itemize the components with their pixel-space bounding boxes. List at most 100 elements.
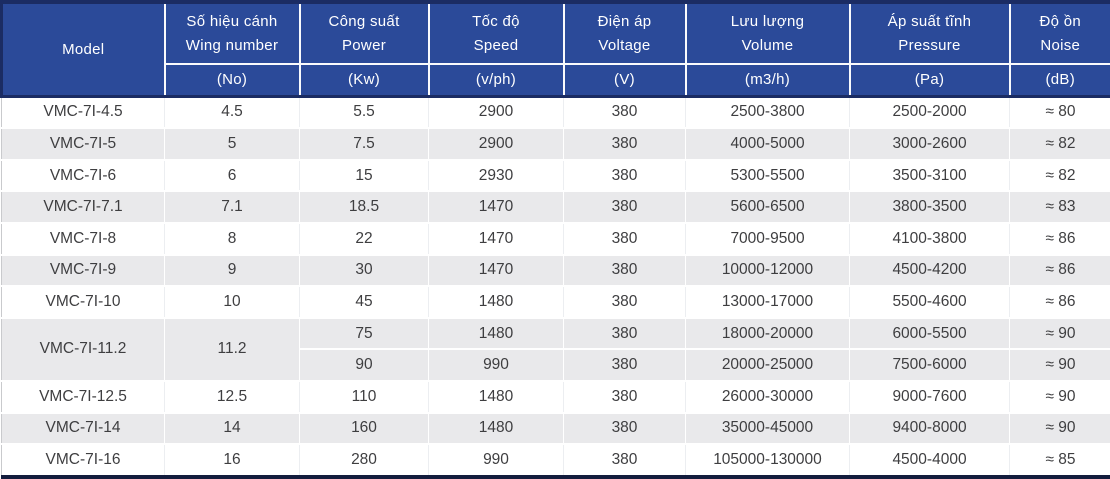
cell-noise: ≈ 90 xyxy=(1009,316,1110,350)
cell-power: 7.5 xyxy=(299,127,429,160)
cell-model: VMC-7I-6 xyxy=(1,158,165,192)
cell-volume: 20000-25000 xyxy=(685,348,850,381)
unit-speed: (v/ph) xyxy=(427,63,565,98)
col-header-volume: Lưu lượng Volume xyxy=(684,1,851,65)
col-header-speed-vi: Tốc độ xyxy=(472,13,520,30)
cell-model: VMC-7I-7.1 xyxy=(1,190,165,223)
header-name-row: Model Số hiệu cánh Wing number Công suất… xyxy=(0,1,1110,98)
cell-noise: ≈ 85 xyxy=(1009,443,1110,477)
cell-power: 18.5 xyxy=(299,190,429,223)
cell-wing-number: 10 xyxy=(164,285,300,318)
col-header-volume-en: Volume xyxy=(741,37,794,54)
cell-speed: 1470 xyxy=(428,190,564,223)
cell-voltage: 380 xyxy=(563,221,686,255)
cell-speed: 1470 xyxy=(428,253,564,287)
cell-voltage: 380 xyxy=(563,94,686,129)
cell-speed: 990 xyxy=(428,443,564,477)
col-header-speed-en: Speed xyxy=(473,37,519,54)
col-header-power: Công suất Power xyxy=(298,1,430,65)
cell-wing-number: 12.5 xyxy=(164,380,300,413)
cell-noise: ≈ 80 xyxy=(1009,94,1110,129)
cell-speed: 2900 xyxy=(428,127,564,160)
cell-model: VMC-7I-16 xyxy=(1,443,165,477)
cell-voltage: 380 xyxy=(563,411,686,445)
cell-wing-number: 4.5 xyxy=(164,94,300,129)
col-header-voltage-en: Voltage xyxy=(598,37,651,54)
cell-power: 160 xyxy=(299,411,429,445)
table-row: 90 990 380 20000-25000 7500-6000 ≈ 90 xyxy=(2,348,1110,381)
table-header: Model Số hiệu cánh Wing number Công suất… xyxy=(0,1,1110,98)
cell-model: VMC-7I-10 xyxy=(1,285,165,318)
cell-noise: ≈ 90 xyxy=(1009,348,1110,381)
cell-power: 90 xyxy=(299,348,429,381)
unit-volume: (m3/h) xyxy=(684,63,851,98)
col-header-speed: Tốc độ Speed xyxy=(427,1,565,65)
unit-power: (Kw) xyxy=(298,63,430,98)
cell-pressure: 5500-4600 xyxy=(849,285,1010,318)
cell-volume: 18000-20000 xyxy=(685,316,850,350)
table-row: VMC-7I-11.2 11.2 75 1480 380 18000-20000… xyxy=(1,316,1110,381)
cell-volume: 13000-17000 xyxy=(685,285,850,318)
cell-pressure: 4500-4200 xyxy=(849,253,1010,287)
cell-wing-number: 6 xyxy=(164,158,300,192)
table-row: VMC-7I-5 5 7.5 2900 380 4000-5000 3000-2… xyxy=(1,127,1110,160)
cell-model: VMC-7I-14 xyxy=(1,411,165,445)
cell-voltage: 380 xyxy=(563,316,686,350)
cell-wing-number: 5 xyxy=(164,127,300,160)
cell-volume: 2500-3800 xyxy=(685,94,850,129)
table-row: VMC-7I-8 8 22 1470 380 7000-9500 4100-38… xyxy=(1,221,1110,255)
cell-volume: 5300-5500 xyxy=(685,158,850,192)
table-row: VMC-7I-16 16 280 990 380 105000-130000 4… xyxy=(1,443,1110,477)
col-header-noise: Độ ồn Noise xyxy=(1008,1,1110,65)
cell-volume: 26000-30000 xyxy=(685,380,850,413)
cell-noise: ≈ 86 xyxy=(1009,253,1110,287)
cell-pressure: 3800-3500 xyxy=(849,190,1010,223)
cell-power: 30 xyxy=(299,253,429,287)
col-header-volume-vi: Lưu lượng xyxy=(730,13,805,30)
cell-wing-number: 11.2 xyxy=(164,316,300,381)
cell-wing-number: 9 xyxy=(164,253,300,287)
cell-speed: 1480 xyxy=(428,316,564,350)
cell-volume: 35000-45000 xyxy=(685,411,850,445)
cell-model: VMC-7I-5 xyxy=(1,127,165,160)
unit-noise: (dB) xyxy=(1008,63,1110,98)
unit-pressure: (Pa) xyxy=(848,63,1011,98)
cell-model: VMC-7I-9 xyxy=(1,253,165,287)
table-row: VMC-7I-14 14 160 1480 380 35000-45000 94… xyxy=(1,411,1110,445)
header-unit-row: (No) (Kw) (v/ph) (V) (m3/h) (Pa) (dB) xyxy=(2,63,1110,98)
cell-wing-number: 7.1 xyxy=(164,190,300,223)
cell-speed: 2900 xyxy=(428,94,564,129)
cell-volume: 4000-5000 xyxy=(685,127,850,160)
col-header-noise-en: Noise xyxy=(1040,37,1081,54)
cell-noise: ≈ 82 xyxy=(1009,158,1110,192)
cell-speed: 2930 xyxy=(428,158,564,192)
col-header-wing-number: Số hiệu cánh Wing number xyxy=(163,1,301,65)
cell-noise: ≈ 90 xyxy=(1009,380,1110,413)
cell-speed: 990 xyxy=(428,348,564,381)
cell-power: 22 xyxy=(299,221,429,255)
cell-speed: 1480 xyxy=(428,380,564,413)
cell-noise: ≈ 86 xyxy=(1009,221,1110,255)
table-row: VMC-7I-10 10 45 1480 380 13000-17000 550… xyxy=(1,285,1110,318)
cell-voltage: 380 xyxy=(563,127,686,160)
cell-voltage: 380 xyxy=(563,443,686,477)
cell-noise: ≈ 86 xyxy=(1009,285,1110,318)
cell-noise: ≈ 82 xyxy=(1009,127,1110,160)
col-header-power-vi: Công suất xyxy=(328,13,400,30)
cell-volume: 7000-9500 xyxy=(685,221,850,255)
cell-speed: 1480 xyxy=(428,411,564,445)
cell-speed: 1480 xyxy=(428,285,564,318)
cell-pressure: 9000-7600 xyxy=(849,380,1010,413)
col-header-voltage: Điện áp Voltage xyxy=(562,1,687,65)
cell-pressure: 7500-6000 xyxy=(849,348,1010,381)
cell-model: VMC-7I-12.5 xyxy=(1,380,165,413)
table-row: VMC-7I-12.5 12.5 110 1480 380 26000-3000… xyxy=(1,380,1110,413)
cell-power: 280 xyxy=(299,443,429,477)
cell-pressure: 9400-8000 xyxy=(849,411,1010,445)
cell-volume: 5600-6500 xyxy=(685,190,850,223)
cell-model: VMC-7I-8 xyxy=(1,221,165,255)
cell-wing-number: 16 xyxy=(164,443,300,477)
col-header-model-label: Model xyxy=(62,40,105,58)
